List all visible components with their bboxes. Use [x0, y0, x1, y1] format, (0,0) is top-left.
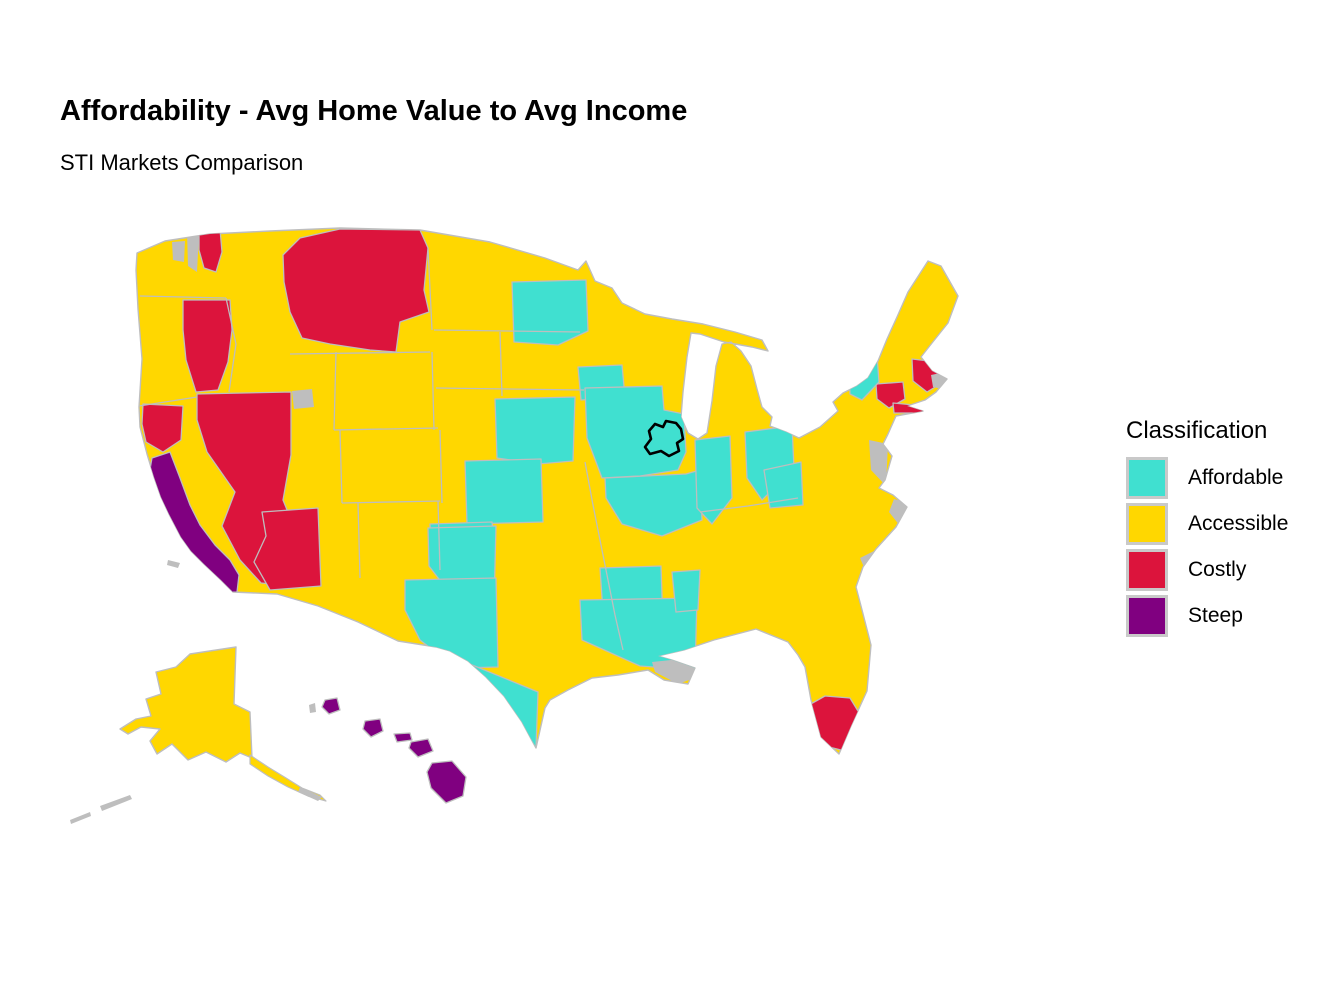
- gray-patch-alaska-panhandle-fringe: [298, 787, 322, 801]
- boundary-line-5: [333, 351, 337, 431]
- gray-patch-olympic-peninsula: [172, 241, 185, 262]
- alaska-outline: [119, 646, 253, 763]
- region-montana-west: [282, 228, 430, 353]
- legend-item-accessible: Accessible: [1126, 503, 1288, 545]
- gray-patch-aleutians-east: [100, 795, 132, 811]
- legend: Classification Affordable Accessible Costl…: [1126, 417, 1288, 641]
- highlight-central-illinois-home-market: [643, 419, 685, 458]
- boundary-line-17: [699, 497, 799, 513]
- affordable-swatch: [1126, 457, 1168, 499]
- region-phoenix: [253, 507, 322, 591]
- boundary-line-0: [139, 295, 227, 299]
- region-indiana: [694, 435, 733, 525]
- unclipped-regions-group: [70, 560, 467, 824]
- region-chicago: [682, 395, 706, 433]
- legend-item-label: Costly: [1188, 558, 1247, 581]
- region-hawaii-big-island: [426, 760, 467, 804]
- region-hawaii-molokai: [393, 732, 413, 743]
- region-sf-north-bay: [141, 403, 184, 453]
- gray-patch-chesapeake-bay: [869, 440, 888, 486]
- steep-swatch: [1126, 595, 1168, 637]
- region-west-texas: [404, 577, 499, 669]
- gray-patch-new-orleans-delta: [652, 658, 700, 684]
- region-southern-oregon-norcal: [182, 299, 233, 393]
- chart-title: Affordability - Avg Home Value to Avg In…: [60, 95, 688, 127]
- gray-patch-channel-islands: [167, 560, 180, 568]
- gray-patch-aleutians-west: [70, 812, 91, 824]
- legend-item-label: Accessible: [1188, 512, 1289, 535]
- boundary-line-1: [138, 396, 198, 407]
- legend-item-label: Affordable: [1188, 466, 1284, 489]
- region-hawaii-maui: [408, 738, 434, 758]
- boundary-line-10: [339, 429, 343, 504]
- legend-title: Classification: [1126, 417, 1268, 444]
- legend-item-costly: Costly: [1126, 549, 1288, 591]
- boundary-line-7: [333, 427, 439, 431]
- region-north-central-illinois: [584, 385, 687, 479]
- costly-swatch: [1126, 549, 1168, 591]
- boundary-line-8: [433, 329, 581, 333]
- region-hawaii-oahu: [362, 718, 384, 738]
- region-hawaii-kauai: [321, 697, 341, 715]
- clipped-regions-group: [138, 228, 950, 751]
- legend-item-label: Steep: [1188, 604, 1243, 627]
- region-west-virginia: [763, 461, 804, 509]
- legend-items: Affordable Accessible Costly Steep: [1126, 457, 1288, 637]
- legend-item-affordable: Affordable: [1126, 457, 1288, 499]
- region-south-florida: [799, 695, 862, 751]
- boundary-line-11: [439, 429, 443, 504]
- boundary-line-14: [437, 500, 441, 571]
- boundary-line-4: [289, 351, 431, 355]
- gray-patch-niihau: [309, 703, 316, 713]
- boundary-line-3: [427, 247, 433, 331]
- region-iowa: [494, 396, 576, 465]
- chart-subtitle: STI Markets Comparison: [60, 150, 304, 175]
- gray-patch-puget-sound: [187, 232, 199, 272]
- accessible-swatch: [1126, 503, 1168, 545]
- boundary-line-16: [584, 461, 624, 651]
- region-south-illinois-indiana: [604, 469, 703, 537]
- region-central-minnesota: [511, 279, 589, 346]
- region-north-mississippi: [671, 569, 701, 613]
- gray-patch-great-salt-lake: [292, 389, 314, 409]
- region-kansas: [464, 458, 544, 525]
- boundary-line-2: [225, 297, 237, 393]
- region-new-york-long-island: [892, 402, 926, 414]
- legend-item-steep: Steep: [1126, 595, 1288, 637]
- boundary-line-13: [357, 501, 361, 579]
- boundary-line-9: [435, 387, 585, 391]
- boundary-line-6: [431, 351, 435, 431]
- boundary-line-15: [499, 331, 503, 397]
